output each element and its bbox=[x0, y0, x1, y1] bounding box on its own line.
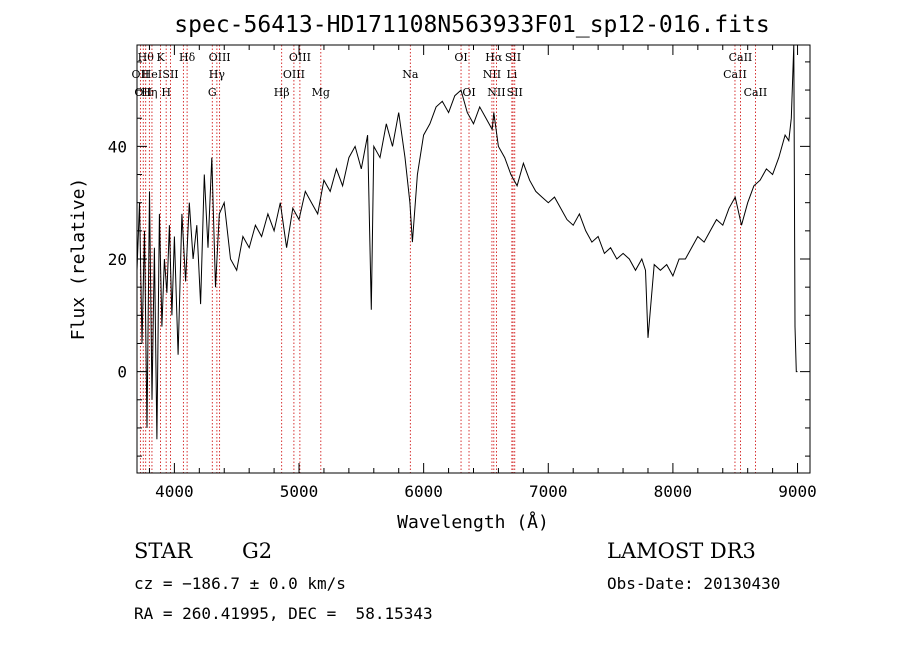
line-label-1: OII bbox=[134, 86, 152, 99]
line-label-27: CaII bbox=[729, 51, 753, 64]
x-tick-label-6000: 6000 bbox=[404, 482, 443, 501]
axes: 4000 5000 6000 7000 8000 9000 0 20 40 bbox=[108, 45, 817, 501]
line-label-13: Hβ bbox=[274, 86, 290, 99]
spectral-subclass: G2 bbox=[242, 539, 273, 563]
line-label-14: OIII bbox=[283, 68, 305, 81]
line-markers: OIIOIIHθHηHeIKHSIIHδGHγOIIIHβOIIIOIIIMgN… bbox=[132, 45, 768, 473]
sky-coordinates: RA = 260.41995, DEC = 58.15343 bbox=[134, 604, 433, 623]
y-tick-label-20: 20 bbox=[108, 250, 127, 269]
x-axis-label: Wavelength (Å) bbox=[397, 511, 549, 533]
line-label-0: OII bbox=[132, 68, 150, 81]
line-label-28: CaII bbox=[744, 86, 768, 99]
line-label-6: H bbox=[161, 86, 171, 99]
line-label-7: SII bbox=[162, 68, 178, 81]
line-label-25: SII bbox=[507, 86, 523, 99]
redshift-cz: cz = −186.7 ± 0.0 km/s bbox=[134, 574, 346, 593]
y-axis-label: Flux (relative) bbox=[68, 178, 89, 341]
chart-title: spec-56413-HD171108N563933F01_sp12-016.f… bbox=[174, 12, 769, 38]
line-label-5: K bbox=[156, 51, 165, 64]
object-class: STAR bbox=[134, 539, 193, 563]
line-label-15: OIII bbox=[289, 51, 311, 64]
y-tick-label-40: 40 bbox=[108, 137, 127, 156]
line-label-26: CaII bbox=[723, 68, 747, 81]
x-tick-label-4000: 4000 bbox=[155, 482, 194, 501]
survey-name: LAMOST DR3 bbox=[607, 539, 756, 563]
line-label-20: NII bbox=[483, 68, 501, 81]
line-label-12: OIII bbox=[209, 51, 231, 64]
line-label-2: Hθ bbox=[138, 51, 155, 64]
line-label-17: Na bbox=[402, 68, 419, 81]
spectrum-line-0 bbox=[136, 44, 798, 440]
line-label-18: OI bbox=[454, 51, 467, 64]
plot-frame bbox=[136, 44, 811, 474]
line-label-19: OI bbox=[462, 86, 475, 99]
line-label-3: Hη bbox=[141, 86, 157, 99]
line-label-22: NII bbox=[487, 86, 505, 99]
line-label-16: Mg bbox=[312, 86, 330, 99]
x-tick-label-5000: 5000 bbox=[280, 482, 319, 501]
x-tick-label-7000: 7000 bbox=[529, 482, 568, 501]
x-tick-label-8000: 8000 bbox=[654, 482, 693, 501]
observation-date: Obs-Date: 20130430 bbox=[607, 574, 781, 593]
line-label-10: G bbox=[208, 86, 217, 99]
line-label-24: SII bbox=[505, 51, 521, 64]
line-label-23: Li bbox=[506, 68, 517, 81]
line-label-11: Hγ bbox=[209, 68, 226, 81]
x-tick-label-9000: 9000 bbox=[778, 482, 817, 501]
line-label-21: Hα bbox=[485, 51, 503, 64]
line-label-4: HeI bbox=[142, 68, 162, 81]
data-layer bbox=[136, 44, 798, 440]
y-tick-label-0: 0 bbox=[117, 363, 127, 382]
line-label-9: Hδ bbox=[179, 51, 196, 64]
